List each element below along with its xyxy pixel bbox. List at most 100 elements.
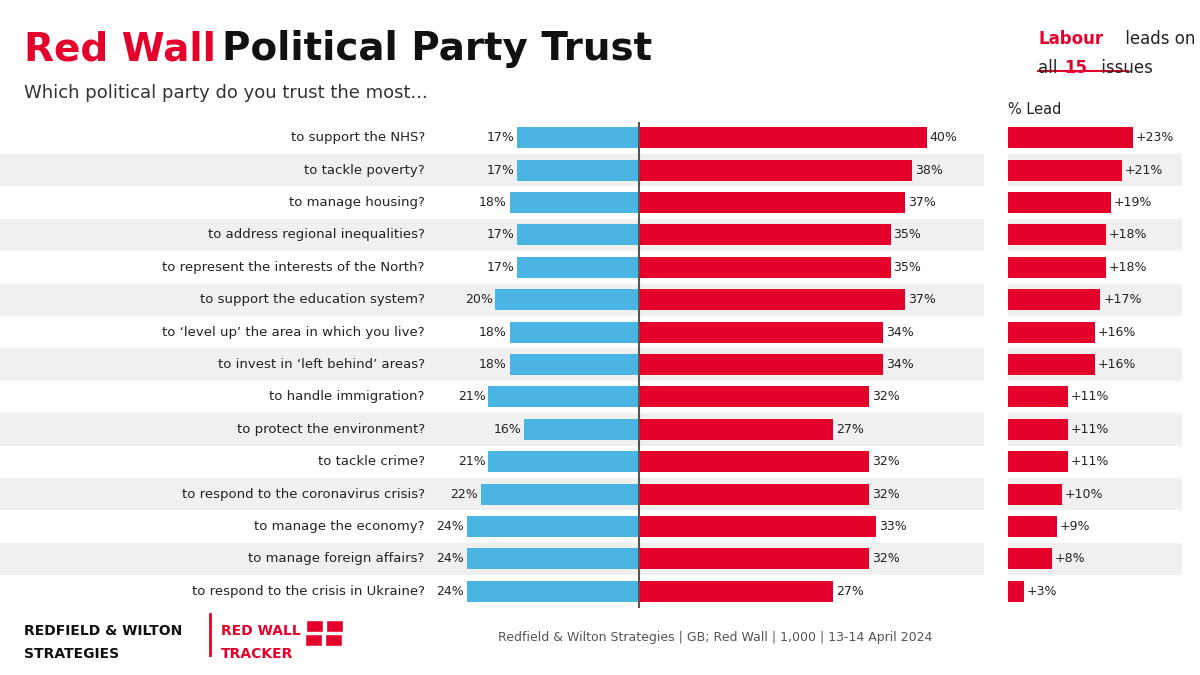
Text: 18%: 18% [479,196,506,209]
Bar [640,354,883,375]
Bar [517,159,640,181]
Text: 18%: 18% [479,358,506,371]
Text: Labour: Labour [1038,30,1103,49]
Text: to respond to the coronavirus crisis?: to respond to the coronavirus crisis? [182,487,425,501]
Text: REDFIELD & WILTON: REDFIELD & WILTON [24,624,182,639]
Text: 38%: 38% [916,163,943,177]
Bar [1008,224,1106,246]
Bar [0,316,438,348]
Bar [640,451,869,472]
Bar [640,580,833,602]
Bar [0,381,438,413]
Text: to tackle crime?: to tackle crime? [318,455,425,468]
Bar [1008,186,1182,219]
Bar [1008,451,1068,472]
Text: to respond to the crisis in Ukraine?: to respond to the crisis in Ukraine? [192,585,425,598]
Bar [1008,289,1100,310]
Text: 17%: 17% [486,261,514,274]
Text: +11%: +11% [1070,455,1109,468]
Text: 21%: 21% [457,390,486,404]
Bar [1008,154,1182,186]
Text: 40%: 40% [930,131,958,144]
Text: to manage housing?: to manage housing? [289,196,425,209]
Text: 27%: 27% [836,585,864,598]
Text: +21%: +21% [1124,163,1163,177]
Bar [510,192,640,213]
Text: 24%: 24% [436,520,464,533]
Bar [488,451,640,472]
Text: 32%: 32% [872,487,900,501]
Bar [1008,127,1133,148]
Bar [1008,251,1182,284]
Text: +18%: +18% [1109,228,1147,242]
Text: 34%: 34% [887,358,914,371]
Bar [0,478,438,510]
Text: to invest in ‘left behind’ areas?: to invest in ‘left behind’ areas? [218,358,425,371]
Text: +17%: +17% [1103,293,1141,306]
Bar [467,548,640,570]
Text: 35%: 35% [894,228,922,242]
Bar [640,418,833,440]
Bar [438,510,984,543]
Text: Red Wall: Red Wall [24,30,216,68]
Text: all: all [1038,59,1063,78]
Text: to manage the economy?: to manage the economy? [254,520,425,533]
Bar [1008,348,1182,381]
Text: to handle immigration?: to handle immigration? [270,390,425,404]
Bar [1008,159,1122,181]
Bar [438,478,984,510]
Bar [1008,483,1062,505]
Bar [640,224,890,246]
Bar [517,127,640,148]
Text: to ‘level up’ the area in which you live?: to ‘level up’ the area in which you live… [162,325,425,339]
Text: 35%: 35% [894,261,922,274]
Bar [0,510,438,543]
Text: 20%: 20% [464,293,492,306]
Text: leads on: leads on [1120,30,1195,49]
Bar [0,575,438,608]
Text: +11%: +11% [1070,423,1109,436]
Text: +8%: +8% [1055,552,1085,566]
Text: 24%: 24% [436,552,464,566]
Text: +16%: +16% [1098,358,1136,371]
Bar [438,154,984,186]
Bar [1008,256,1106,278]
Bar [438,575,984,608]
Text: +10%: +10% [1066,487,1104,501]
Bar [640,321,883,343]
Text: +18%: +18% [1109,261,1147,274]
Bar [0,413,438,446]
Text: +3%: +3% [1027,585,1057,598]
Bar [524,418,640,440]
Bar [1008,543,1182,575]
Bar [1008,316,1182,348]
Text: 15: 15 [1064,59,1087,78]
Bar [438,348,984,381]
Text: 37%: 37% [908,196,936,209]
Text: 32%: 32% [872,390,900,404]
Text: Which political party do you trust the most...: Which political party do you trust the m… [24,84,427,103]
Text: 24%: 24% [436,585,464,598]
Bar [438,413,984,446]
Bar [640,548,869,570]
Bar [438,543,984,575]
Text: 16%: 16% [493,423,521,436]
Text: to address regional inequalities?: to address regional inequalities? [208,228,425,242]
Bar [517,224,640,246]
Bar [496,289,640,310]
Text: 32%: 32% [872,455,900,468]
Bar [1008,418,1068,440]
Bar [438,284,984,316]
Text: +16%: +16% [1098,325,1136,339]
Bar [1008,219,1182,251]
Text: to represent the interests of the North?: to represent the interests of the North? [162,261,425,274]
Bar [640,127,926,148]
Text: 37%: 37% [908,293,936,306]
Text: 27%: 27% [836,423,864,436]
Text: STRATEGIES: STRATEGIES [24,647,119,661]
Text: 34%: 34% [887,325,914,339]
Text: TRACKER: TRACKER [221,647,293,661]
Bar [1008,478,1182,510]
Bar [438,446,984,478]
Text: to protect the environment?: to protect the environment? [236,423,425,436]
